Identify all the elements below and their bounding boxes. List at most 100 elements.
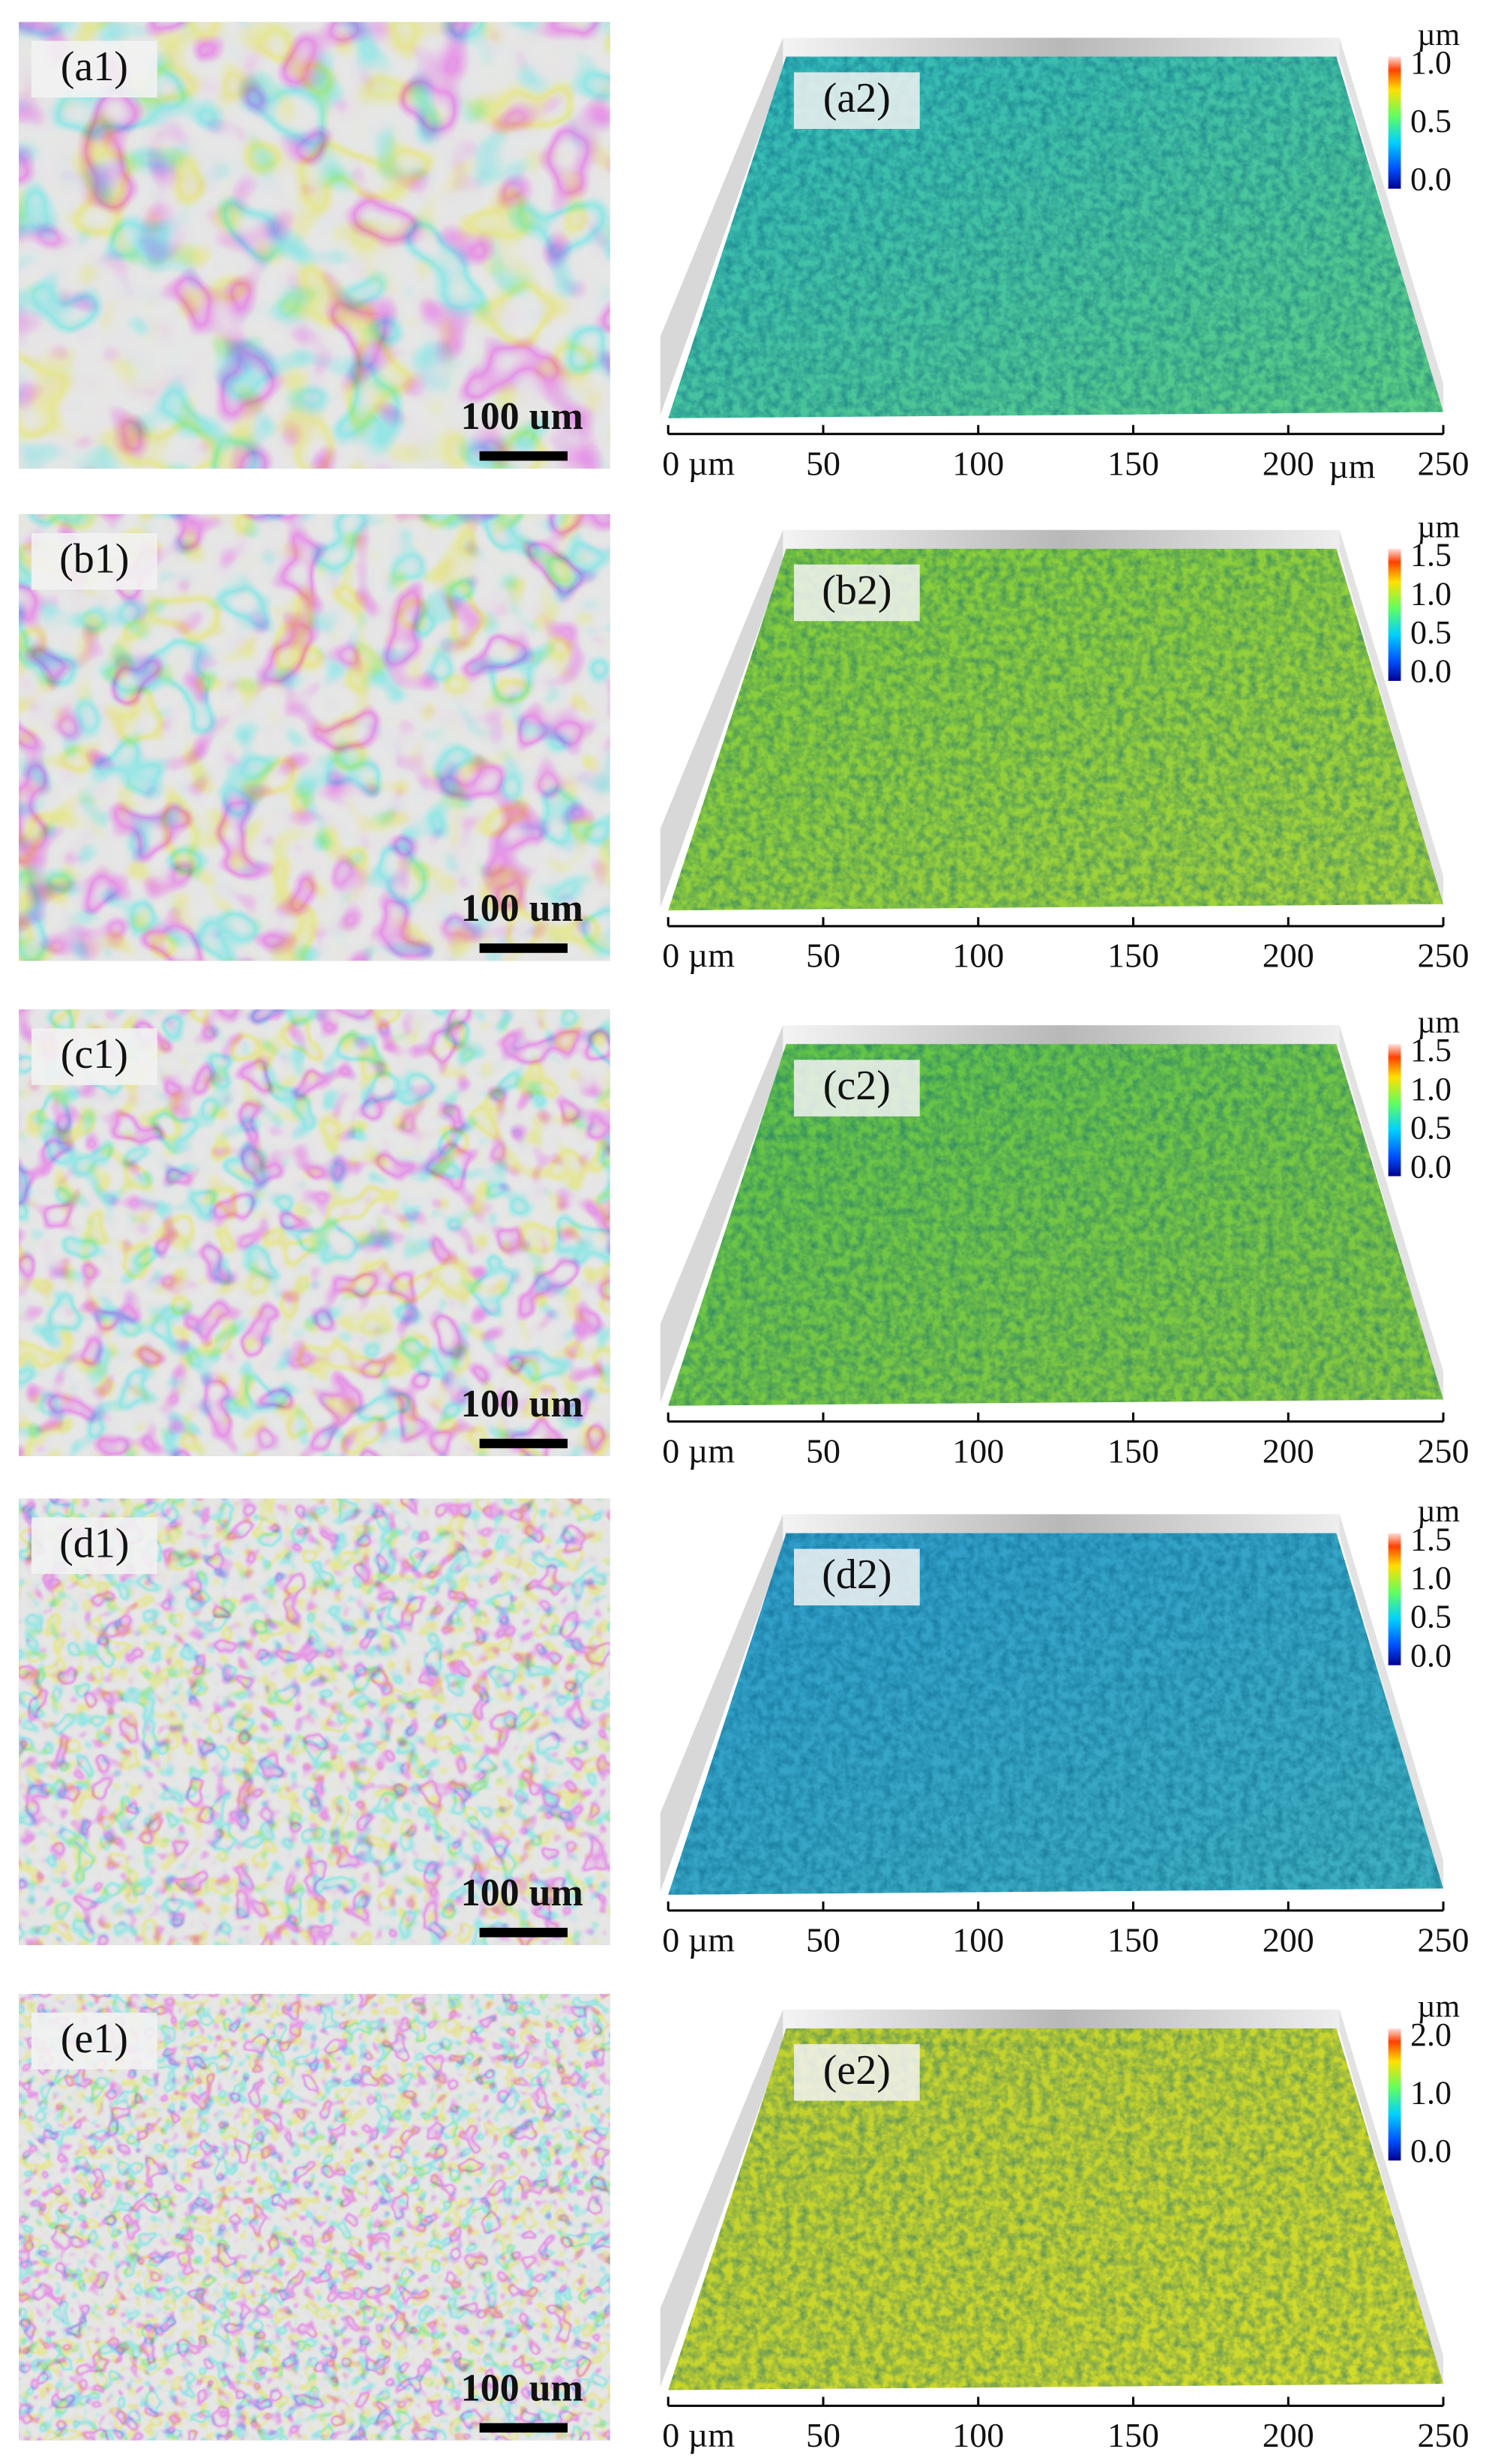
colorbar-tick-label: 1.0 (1410, 2074, 1452, 2111)
panel-label: (b2) (822, 568, 891, 614)
x-tick-label: 100 (952, 937, 1004, 975)
scale-bar-label: 100 um (461, 2367, 583, 2409)
colorbar-tick-label: 1.0 (1410, 1071, 1452, 1108)
back-wall (783, 1025, 1340, 1048)
x-tick-label: 150 (1107, 937, 1159, 975)
x-tick-label: 0 µm (662, 2416, 735, 2454)
back-wall (783, 37, 1340, 60)
x-tick-label: 200 (1263, 1920, 1314, 1959)
colorbar-unit: µm (1417, 18, 1460, 52)
x-tick-label: 250 (1418, 1920, 1470, 1959)
x-tick-label: 250 (1418, 937, 1470, 975)
colorbar-tick-label: 1.5 (1410, 1521, 1452, 1557)
surface-texture (668, 1533, 1444, 1895)
side-wall (1339, 529, 1444, 907)
x-tick-label: 0 µm (662, 444, 735, 482)
x-tick-label: 200 (1263, 1431, 1314, 1470)
panel-label-box (31, 2013, 157, 2070)
panel-label: (b1) (59, 536, 129, 583)
colorbar (1388, 56, 1401, 189)
x-tick-label: 200 (1263, 2416, 1314, 2454)
colorbar-tick-label: 0.0 (1410, 653, 1452, 690)
panel-label-box (793, 1548, 920, 1606)
side-wall (1339, 2009, 1444, 2388)
side-wall (660, 1514, 783, 1892)
colorbar-tick-label: 0.5 (1410, 614, 1452, 651)
colorbar-tick-label: 0.0 (1410, 1148, 1452, 1185)
x-tick-label: 150 (1107, 1431, 1159, 1470)
surface-texture (668, 548, 1444, 911)
side-wall (660, 37, 783, 415)
side-wall (1339, 1025, 1444, 1403)
scale-bar (479, 1438, 568, 1449)
x-tick-label: 150 (1107, 1920, 1159, 1959)
colorbar (1388, 1533, 1401, 1665)
x-tick-label: 50 (806, 1920, 840, 1959)
x-tick-label: 100 (952, 2416, 1004, 2454)
x-tick-label: 50 (806, 2416, 840, 2454)
colorbar-tick-label: 0.0 (1410, 160, 1452, 197)
x-tick-label: 100 (952, 1431, 1004, 1470)
side-wall (1339, 1514, 1444, 1892)
back-wall (783, 1514, 1340, 1536)
panel-label-box (793, 564, 920, 622)
back-wall (783, 2009, 1340, 2032)
colorbar (1388, 548, 1401, 682)
scale-bar-label: 100 um (461, 1872, 583, 1914)
scale-bar (479, 1927, 568, 1938)
x-tick-label: 200 (1263, 937, 1314, 975)
panel-label: (d1) (59, 1520, 129, 1566)
colorbar-tick-label: 0.5 (1410, 1599, 1452, 1635)
colorbar-tick-label: 1.5 (1410, 1032, 1452, 1069)
panel-label: (c1) (61, 1031, 128, 1078)
x-tick-label: 250 (1418, 2416, 1470, 2454)
x-axis-unit: µm (1329, 448, 1376, 486)
panel-label-box (31, 1517, 157, 1575)
panel-label: (a1) (61, 43, 128, 90)
colorbar-tick-label: 1.0 (1410, 44, 1452, 81)
x-tick-label: 200 (1263, 444, 1314, 482)
x-tick-label: 100 (952, 1920, 1004, 1959)
surface-texture (668, 2028, 1444, 2391)
panel-label-box (793, 72, 920, 129)
x-tick-label: 150 (1107, 444, 1159, 482)
panel-label: (c2) (823, 1063, 891, 1109)
scale-bar-label: 100 um (461, 395, 583, 438)
x-tick-label: 0 µm (662, 1920, 735, 1959)
x-tick-label: 50 (806, 444, 840, 482)
panel-label-box (31, 532, 157, 590)
surface-texture (668, 1044, 1444, 1406)
panel-label-box (31, 1028, 157, 1085)
back-wall (783, 529, 1340, 553)
colorbar-unit: µm (1417, 1494, 1460, 1529)
colorbar-tick-label: 1.0 (1410, 1560, 1452, 1596)
panel-label-box (793, 2044, 920, 2101)
colorbar-tick-label: 0.0 (1410, 1637, 1452, 1674)
scale-bar-label: 100 um (461, 887, 583, 930)
side-wall (660, 529, 783, 907)
colorbar (1388, 2028, 1401, 2161)
colorbar-tick-label: 0.5 (1410, 1110, 1452, 1147)
surface-texture (668, 56, 1444, 418)
panel-label: (e1) (61, 2016, 128, 2062)
x-tick-label: 100 (952, 444, 1004, 482)
x-tick-label: 250 (1418, 444, 1470, 482)
colorbar-tick-label: 1.0 (1410, 575, 1452, 612)
x-tick-label: 50 (806, 937, 840, 975)
side-wall (1339, 37, 1444, 415)
colorbar-unit: µm (1417, 1006, 1460, 1040)
colorbar-unit: µm (1417, 510, 1460, 544)
colorbar-unit: µm (1417, 1990, 1460, 2025)
colorbar (1388, 1044, 1401, 1177)
colorbar-tick-label: 2.0 (1410, 2016, 1452, 2053)
scale-bar-label: 100 um (461, 1383, 583, 1425)
x-tick-label: 0 µm (662, 1431, 735, 1470)
scale-bar (479, 451, 568, 461)
colorbar-tick-label: 0.0 (1410, 2133, 1452, 2169)
side-wall (660, 2009, 783, 2388)
scale-bar (479, 2423, 568, 2433)
panel-label: (e2) (823, 2047, 891, 2094)
x-tick-label: 150 (1107, 2416, 1159, 2454)
x-tick-label: 50 (806, 1431, 840, 1470)
